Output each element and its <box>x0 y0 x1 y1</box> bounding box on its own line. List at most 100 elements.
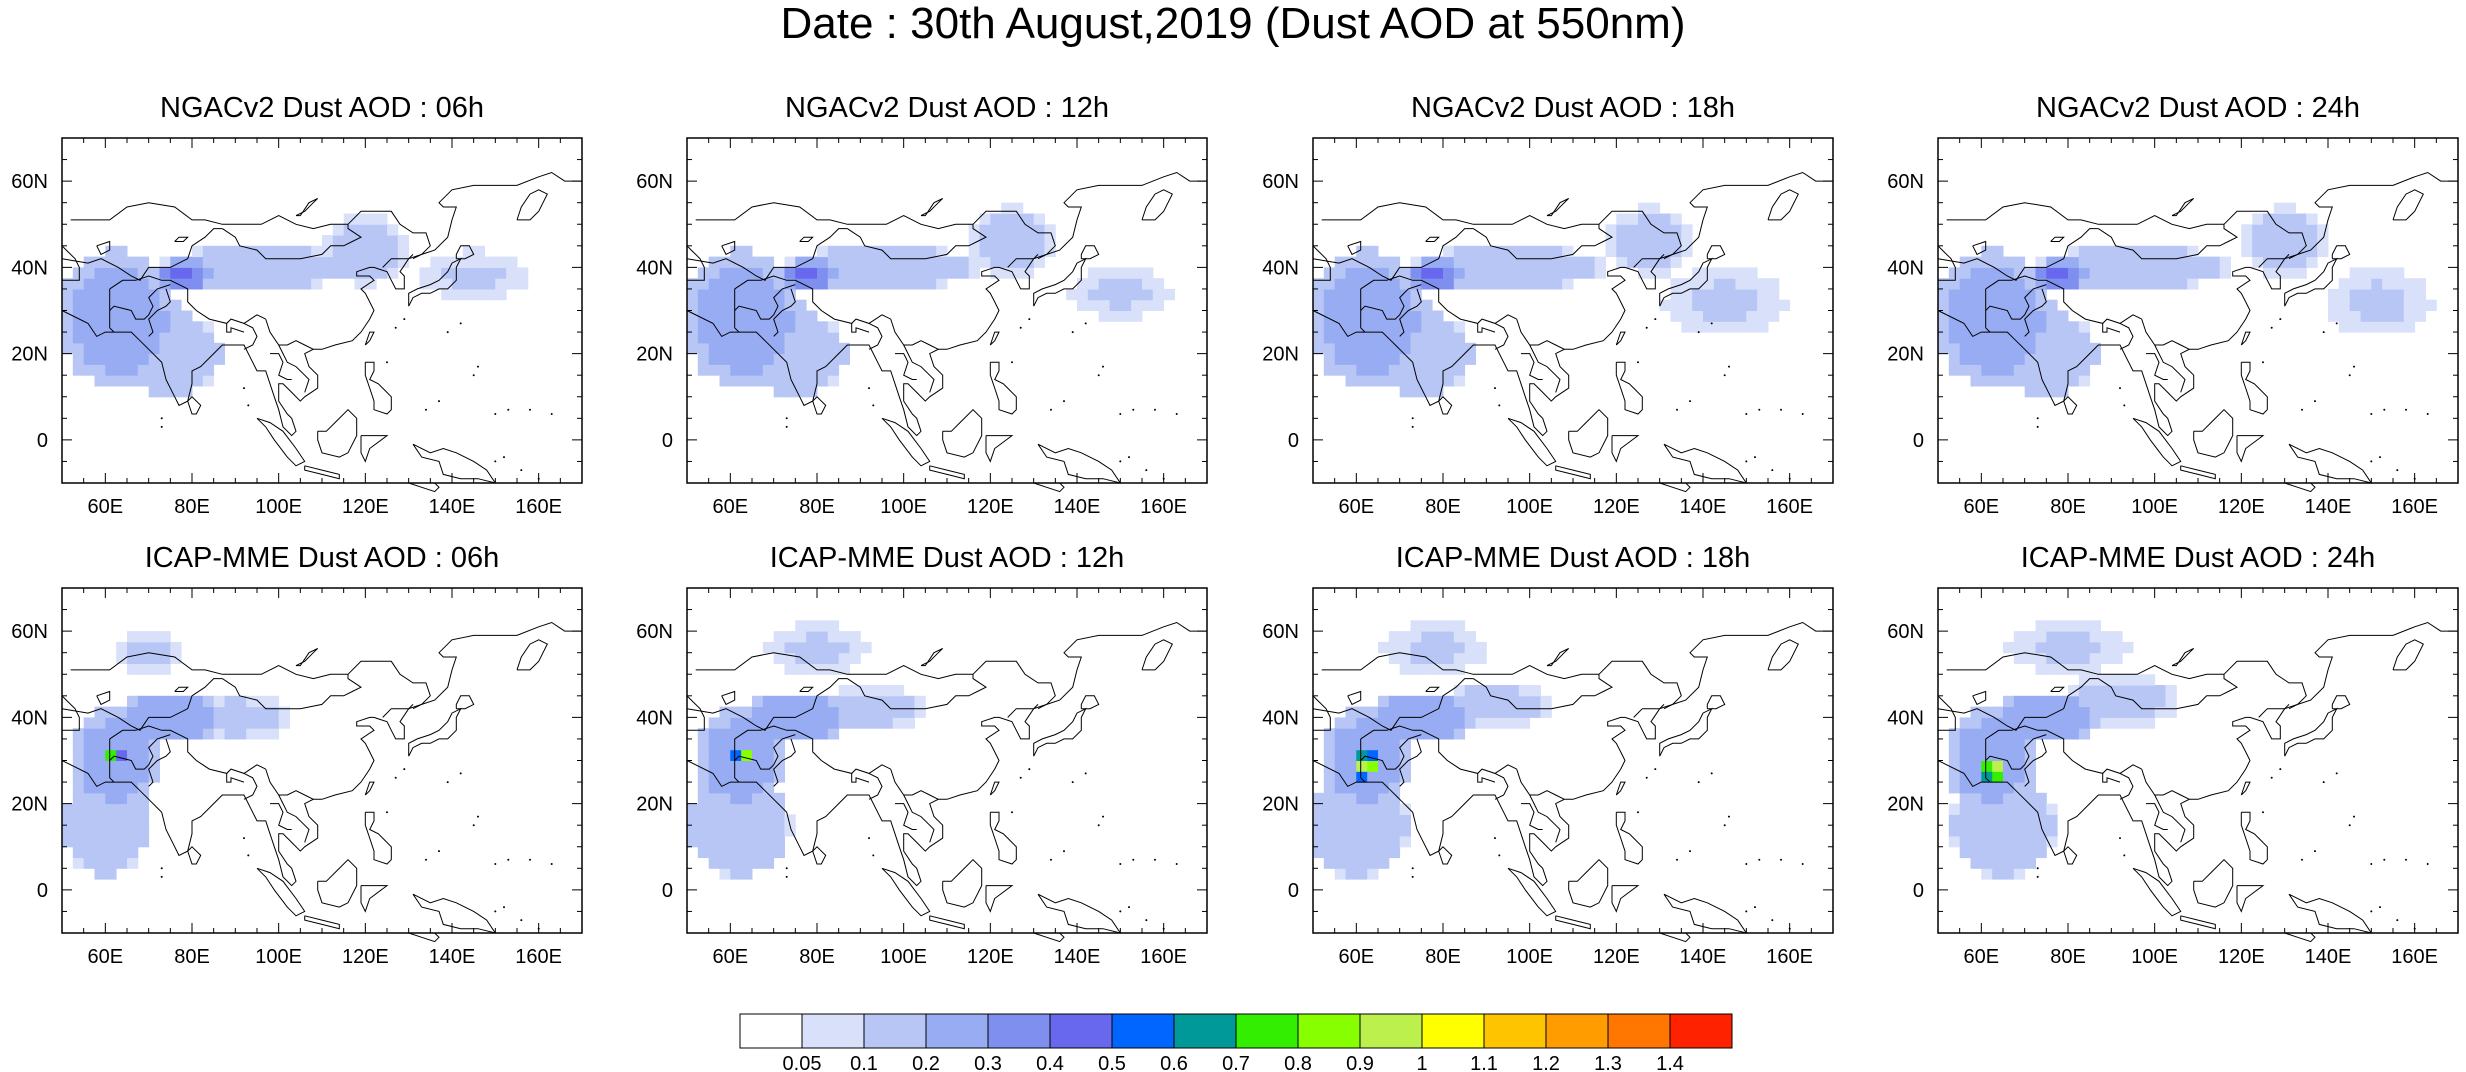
dust-cell <box>1453 364 1466 376</box>
dust-cell <box>687 332 699 344</box>
dust-cell <box>72 267 85 279</box>
dust-cell <box>148 288 160 301</box>
dust-cell <box>1345 332 1357 344</box>
coastline <box>929 465 965 480</box>
dust-cell <box>72 310 85 322</box>
coastline <box>2171 197 2195 217</box>
dust-cell <box>1724 288 1736 301</box>
island <box>1132 858 1135 861</box>
dust-cell <box>1529 267 1541 279</box>
dust-cell <box>2165 245 2177 258</box>
dust-cell <box>1464 267 1476 279</box>
dust-cell <box>827 278 840 290</box>
dust-cell <box>105 288 117 301</box>
dust-cell <box>2068 620 2080 632</box>
dust-cell <box>1970 792 1982 805</box>
dust-cell <box>1475 278 1487 290</box>
coastline <box>1494 322 1509 350</box>
dust-cell <box>2046 620 2058 632</box>
y-tick-label: 60N <box>1262 171 1299 193</box>
dust-cell <box>127 857 139 869</box>
dust-cell <box>2263 213 2275 225</box>
island <box>1494 837 1496 840</box>
dust-cell <box>1475 706 1487 718</box>
dust-cell <box>1410 321 1422 333</box>
dust-cell <box>83 332 95 344</box>
dust-cell <box>1399 321 1411 333</box>
dust-cell <box>2100 717 2112 729</box>
dust-cell <box>2003 706 2015 718</box>
dust-cell <box>806 386 818 398</box>
dust-cell <box>871 706 883 718</box>
dust-cell <box>473 256 485 268</box>
y-tick-label: 20N <box>1887 344 1924 366</box>
dust-cell <box>213 695 225 708</box>
island <box>1654 768 1657 771</box>
dust-cell <box>1323 814 1336 826</box>
dust-cell <box>719 256 731 268</box>
dust-cell <box>979 235 991 247</box>
dust-cell <box>719 278 731 290</box>
dust-cell <box>2078 278 2091 290</box>
island <box>1071 331 1074 334</box>
dust-cell <box>871 245 883 258</box>
dust-cell <box>1345 857 1357 869</box>
dust-cell <box>1992 803 2004 815</box>
dust-cell <box>116 846 128 859</box>
dust-cell <box>257 256 269 268</box>
coastline <box>1007 704 1039 718</box>
dust-cell <box>137 299 150 311</box>
dust-cell <box>1399 386 1411 398</box>
dust-cell <box>730 288 742 301</box>
dust-cell <box>2024 641 2036 654</box>
dust-cell <box>1981 857 1993 869</box>
dust-cell <box>1970 267 1982 279</box>
island <box>872 404 875 407</box>
dust-cell <box>795 386 807 398</box>
dust-cell <box>1648 202 1661 214</box>
dust-cell <box>773 771 785 783</box>
dust-cell <box>2046 321 2058 333</box>
dust-cell <box>83 814 95 826</box>
dust-cell <box>1367 836 1379 848</box>
dust-cell <box>2013 846 2026 859</box>
dust-cell <box>2068 267 2080 279</box>
dust-cell <box>1367 868 1379 880</box>
dust-cell <box>1163 288 1175 301</box>
dust-cell <box>968 235 980 247</box>
dust-cell <box>278 256 290 268</box>
dust-cell <box>903 278 915 290</box>
dust-cell <box>1356 782 1368 794</box>
dust-cell <box>2122 267 2134 279</box>
dust-cell <box>849 706 861 718</box>
dust-cell <box>83 299 95 311</box>
coastline <box>364 781 375 796</box>
dust-cell <box>1313 803 1325 815</box>
dust-cell <box>2057 267 2069 279</box>
dust-cell <box>148 663 160 675</box>
dust-cell <box>838 641 850 654</box>
dust-cell <box>148 267 160 279</box>
dust-cell <box>1670 299 1682 311</box>
dust-cell <box>83 771 95 783</box>
dust-cell <box>1992 364 2004 376</box>
dust-cell <box>1948 353 1961 365</box>
dust-cell <box>762 375 775 387</box>
dust-cell <box>1022 224 1035 236</box>
dust-cell <box>827 717 840 729</box>
dust-cell <box>83 728 95 740</box>
island <box>1011 811 1013 814</box>
dust-cell <box>83 342 95 355</box>
dust-cell <box>1746 278 1758 290</box>
dust-cell <box>1356 760 1368 772</box>
dust-cell <box>2035 846 2047 859</box>
dust-cell <box>170 321 182 333</box>
dust-cell <box>2078 728 2091 740</box>
x-tick-label: 140E <box>2305 496 2352 518</box>
coastline <box>1033 932 1065 943</box>
x-tick-label: 80E <box>2050 946 2086 968</box>
island <box>1494 387 1496 390</box>
dust-cell <box>2035 342 2047 355</box>
dust-cell <box>354 235 366 247</box>
